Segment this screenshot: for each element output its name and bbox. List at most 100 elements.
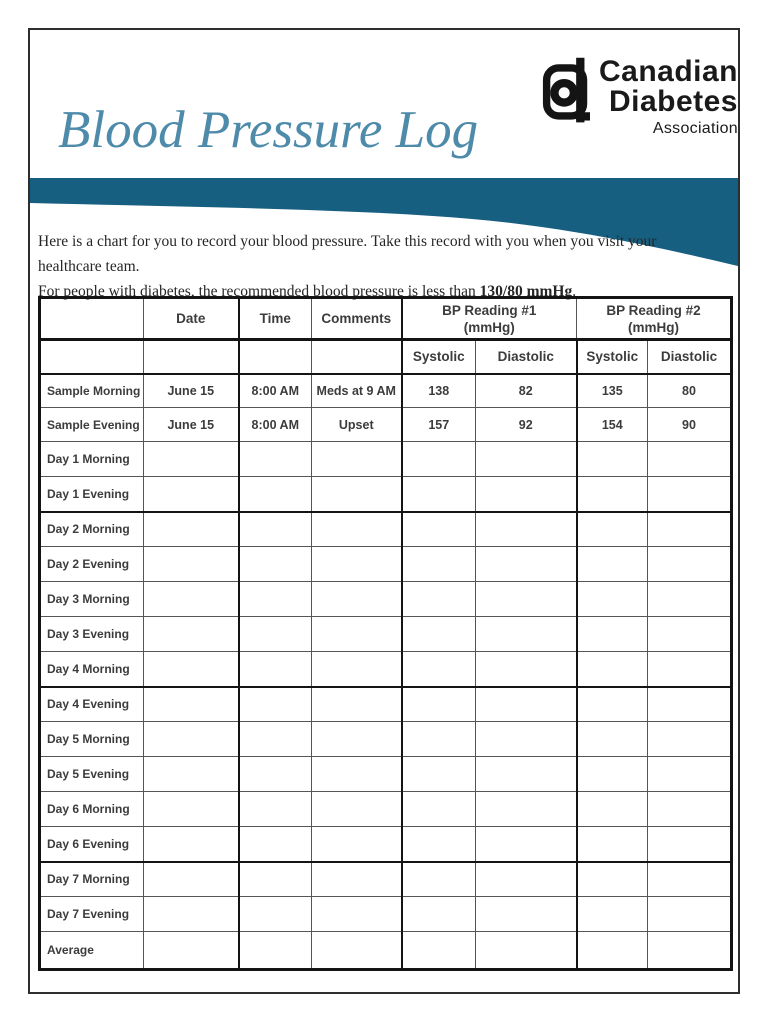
diastolic-2-cell xyxy=(647,581,732,617)
bp1-unit: (mmHg) xyxy=(463,319,515,335)
comments-cell: Meds at 9 AM xyxy=(311,373,403,408)
systolic-1-cell xyxy=(401,546,476,582)
systolic-1-cell xyxy=(401,861,476,897)
comments-cell xyxy=(311,616,403,652)
systolic-1-cell: 157 xyxy=(401,407,476,442)
time-cell xyxy=(238,581,312,617)
cda-logo: Canadian Diabetes Association xyxy=(542,57,738,138)
diastolic-2-cell xyxy=(647,826,732,863)
systolic-1-cell: 138 xyxy=(401,373,476,408)
systolic-2-cell xyxy=(576,791,648,827)
systolic-2-cell xyxy=(576,721,648,757)
table-row: Average xyxy=(39,931,732,970)
row-label-cell: Day 3 Evening xyxy=(39,616,144,652)
table-row: Day 7 Morning xyxy=(39,861,732,897)
col-header-bp-reading-1: BP Reading #1 (mmHg) xyxy=(401,297,577,341)
time-cell: 8:00 AM xyxy=(238,373,312,408)
date-cell xyxy=(143,756,240,792)
cda-d-icon xyxy=(542,57,590,123)
systolic-2-cell: 154 xyxy=(576,407,648,442)
subheader-diastolic-2: Diastolic xyxy=(647,339,732,375)
row-label-cell: Day 5 Evening xyxy=(39,756,144,792)
intro-line-2: For people with diabetes, the recommende… xyxy=(38,279,702,304)
table-row: Day 2 Morning xyxy=(39,511,732,547)
diastolic-1-cell xyxy=(475,651,578,688)
table-row: Sample Evening June 15 8:00 AM Upset 157… xyxy=(39,407,732,442)
systolic-1-cell xyxy=(401,896,476,932)
diastolic-1-cell xyxy=(475,861,578,897)
diastolic-1-cell xyxy=(475,581,578,617)
systolic-1-cell xyxy=(401,826,476,863)
bp-log-table: Date Time Comments BP Reading #1 (mmHg) B… xyxy=(38,296,733,971)
diastolic-1-cell xyxy=(475,616,578,652)
subheader-diastolic-1: Diastolic xyxy=(475,339,578,375)
comments-cell xyxy=(311,721,403,757)
table-row: Day 3 Evening xyxy=(39,616,732,652)
comments-cell xyxy=(311,826,403,863)
table-row: Day 1 Morning xyxy=(39,441,732,477)
date-cell xyxy=(143,441,240,477)
subheader-empty-date xyxy=(143,339,240,375)
logo-word-association: Association xyxy=(652,120,738,137)
table-row: Day 4 Evening xyxy=(39,686,732,722)
table-row: Day 5 Evening xyxy=(39,756,732,792)
date-cell: June 15 xyxy=(143,407,240,442)
diastolic-2-cell xyxy=(647,651,732,688)
time-cell xyxy=(238,651,312,688)
row-label-cell: Day 1 Evening xyxy=(39,476,144,513)
table-row: Day 4 Morning xyxy=(39,651,732,688)
diastolic-2-cell xyxy=(647,546,732,582)
systolic-2-cell xyxy=(576,931,648,970)
date-cell xyxy=(143,896,240,932)
subheader-empty-comments xyxy=(311,339,403,375)
systolic-1-cell xyxy=(401,616,476,652)
diastolic-2-cell: 80 xyxy=(647,373,732,408)
diastolic-2-cell xyxy=(647,756,732,792)
table-header-row-groups: Date Time Comments BP Reading #1 (mmHg) B… xyxy=(39,297,732,341)
time-cell xyxy=(238,896,312,932)
bp-table-body: Sample Morning June 15 8:00 AM Meds at 9… xyxy=(39,373,732,970)
systolic-2-cell xyxy=(576,546,648,582)
systolic-1-cell xyxy=(401,511,476,547)
logo-text: Canadian Diabetes Association xyxy=(599,57,738,138)
row-label-cell: Day 4 Morning xyxy=(39,651,144,688)
time-cell xyxy=(238,721,312,757)
col-header-comments: Comments xyxy=(311,297,403,341)
time-cell xyxy=(238,861,312,897)
diastolic-1-cell: 82 xyxy=(475,373,578,408)
time-cell xyxy=(238,616,312,652)
table-row: Day 7 Evening xyxy=(39,896,732,932)
diastolic-2-cell xyxy=(647,616,732,652)
systolic-1-cell xyxy=(401,581,476,617)
comments-cell xyxy=(311,896,403,932)
row-label-cell: Day 6 Morning xyxy=(39,791,144,827)
comments-cell xyxy=(311,756,403,792)
intro-paragraph: Here is a chart for you to record your b… xyxy=(38,229,702,304)
col-header-time: Time xyxy=(238,297,312,341)
intro-line-2-period: . xyxy=(572,283,577,300)
row-label-cell: Day 5 Morning xyxy=(39,721,144,757)
diastolic-1-cell xyxy=(475,826,578,863)
diastolic-2-cell xyxy=(647,791,732,827)
date-cell xyxy=(143,721,240,757)
systolic-1-cell xyxy=(401,651,476,688)
systolic-2-cell xyxy=(576,756,648,792)
date-cell xyxy=(143,686,240,722)
diastolic-2-cell xyxy=(647,511,732,547)
bp2-unit: (mmHg) xyxy=(628,319,679,335)
systolic-2-cell xyxy=(576,651,648,688)
comments-cell xyxy=(311,581,403,617)
table-row: Day 3 Morning xyxy=(39,581,732,617)
row-label-cell: Sample Evening xyxy=(39,407,144,442)
time-cell xyxy=(238,686,312,722)
page-title: Blood Pressure Log xyxy=(58,101,479,159)
subheader-systolic-2: Systolic xyxy=(576,339,648,375)
row-label-cell: Day 1 Morning xyxy=(39,441,144,477)
bp1-title: BP Reading #1 xyxy=(442,302,537,318)
time-cell xyxy=(238,546,312,582)
time-cell xyxy=(238,441,312,477)
systolic-2-cell xyxy=(576,826,648,863)
row-label-cell: Day 2 Morning xyxy=(39,511,144,547)
systolic-2-cell xyxy=(576,476,648,513)
row-label-cell: Day 7 Morning xyxy=(39,861,144,897)
